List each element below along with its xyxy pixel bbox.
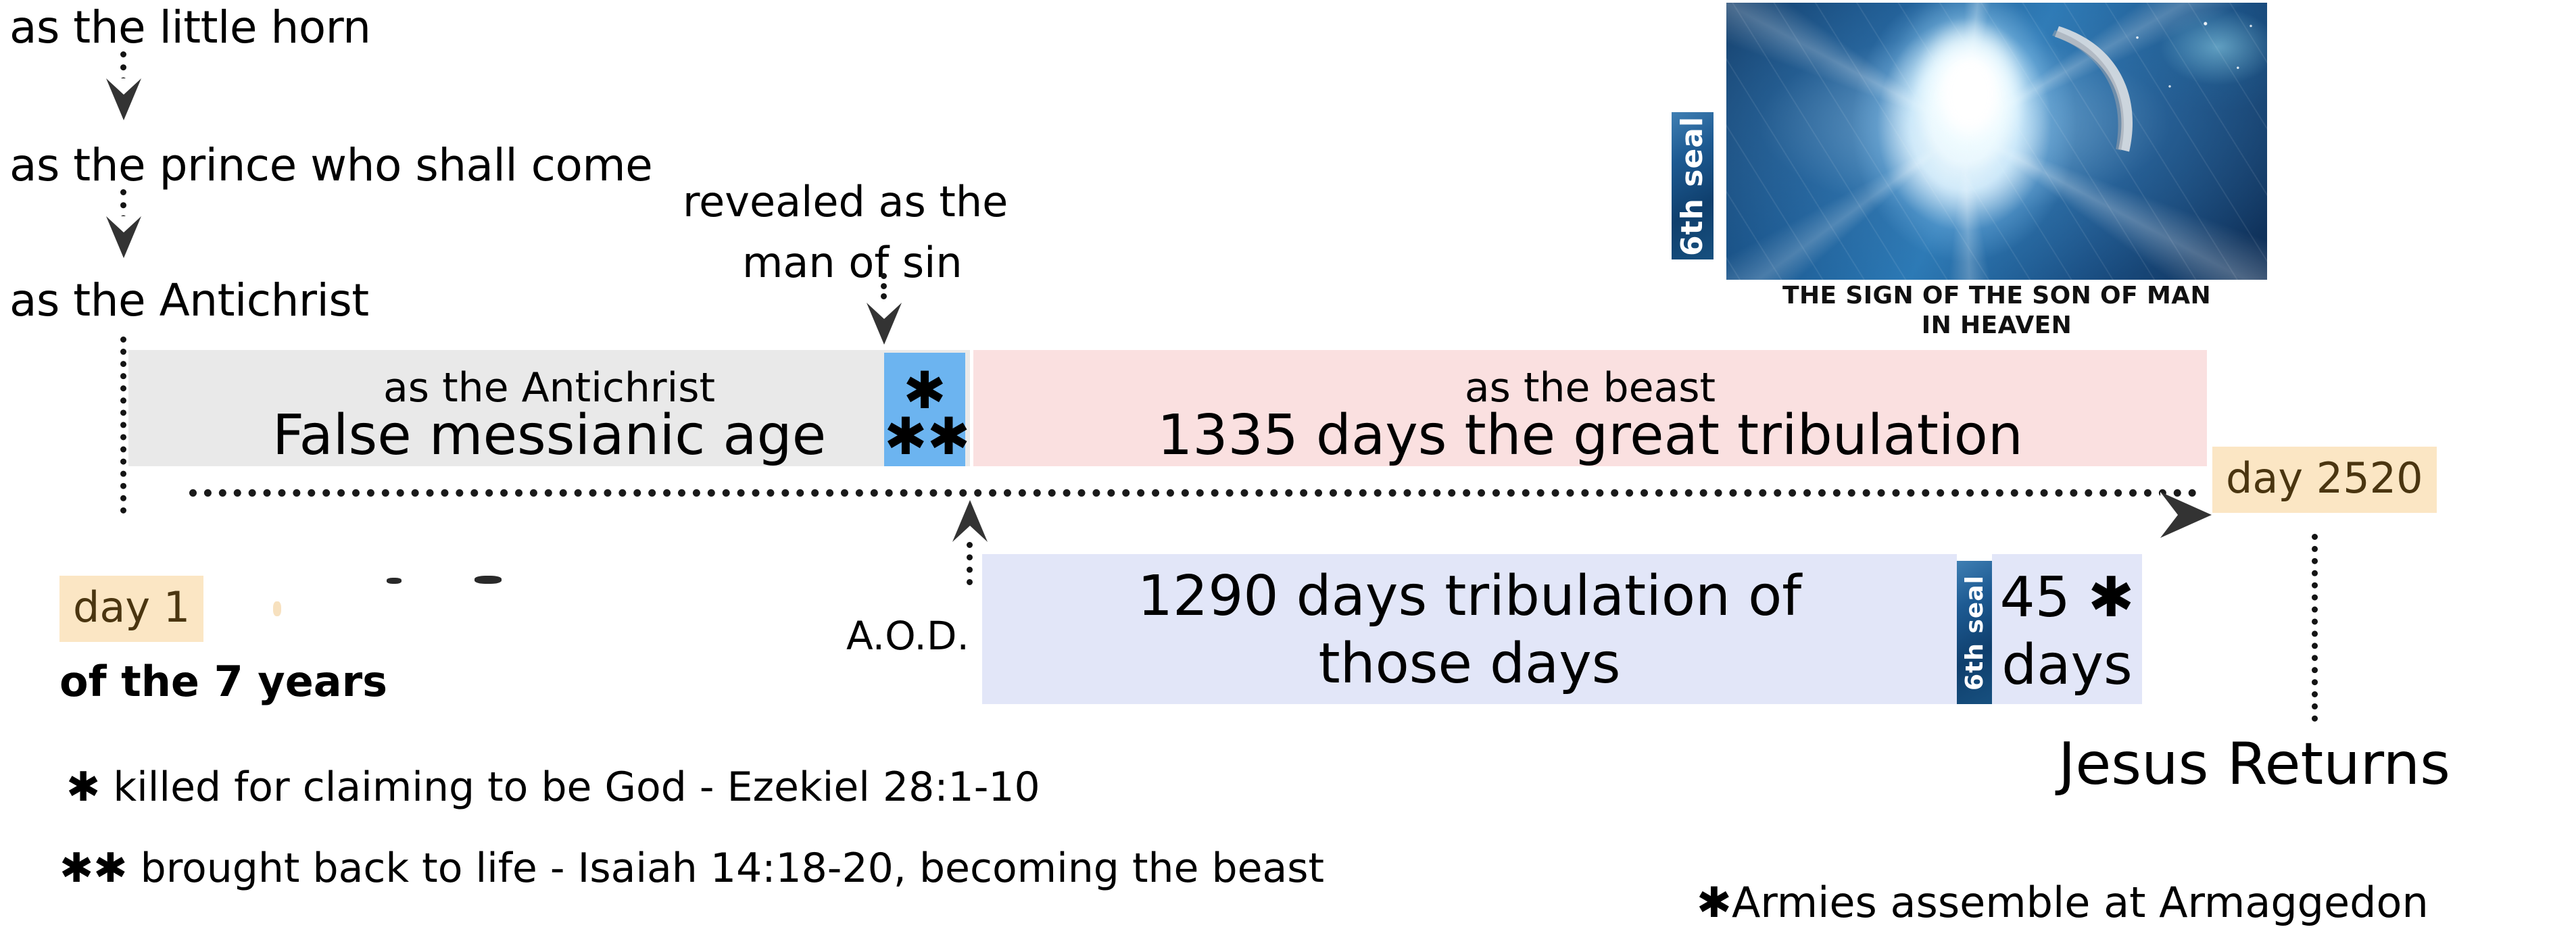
segment-great-tribulation-sublabel: as the beast (1464, 364, 1716, 412)
scan-artifact-2 (387, 578, 402, 584)
hero-caption-line2: IN HEAVEN (1921, 311, 2072, 339)
segment-1290-days-line2: those days (1318, 632, 1621, 696)
callout-man-of-sin-line (881, 273, 887, 309)
scan-artifact-3 (475, 576, 502, 584)
jesus-returns-label: Jesus Returns (2058, 730, 2450, 798)
segment-45-days: 45 ✱ days (1992, 554, 2142, 704)
marker-single-asterisk: ✱ (903, 360, 946, 420)
sickle-shape-icon (2040, 20, 2148, 191)
start-day-sublabel: of the 7 years (59, 657, 388, 706)
sign-of-son-of-man-image (1726, 3, 2267, 280)
chain-connector-2-arrow-icon (106, 216, 141, 258)
footnote-single-asterisk: ✱ killed for claiming to be God - Ezekie… (66, 764, 1040, 811)
scan-artifact-1 (273, 601, 281, 616)
segment-45-days-line2: days (2001, 633, 2133, 697)
sixth-seal-badge-timeline-label: 6th seal (1960, 574, 1989, 691)
marker-double-asterisk: ✱✱ (884, 406, 971, 466)
timeline-axis-arrow-icon (2160, 492, 2212, 538)
chain-label-prince: as the prince who shall come (9, 139, 653, 191)
sixth-seal-badge-hero: 6th seal (1672, 112, 1714, 259)
segment-false-messianic-age-sublabel: as the Antichrist (383, 364, 716, 412)
segment-false-messianic-age: as the Antichrist False messianic age (128, 350, 970, 466)
start-marker-vertical-line (120, 337, 126, 514)
segment-death-resurrection-markers: ✱ ✱✱ (884, 353, 971, 466)
chain-label-antichrist: as the Antichrist (9, 274, 369, 326)
segment-great-tribulation: as the beast 1335 days the great tribula… (973, 350, 2207, 466)
callout-man-of-sin-arrow-icon (867, 303, 902, 345)
aod-setup-vertical-line (967, 542, 973, 585)
end-day-tag: day 2520 (2212, 447, 2437, 513)
starfield-decoration (2105, 3, 2267, 120)
timeline-axis-dotted-line (189, 489, 2197, 497)
hero-caption-line1: THE SIGN OF THE SON OF MAN (1782, 282, 2212, 309)
light-burst-decoration (1889, 3, 2051, 203)
armageddon-note: ✱Armies assemble at Armaggedon (1697, 878, 2429, 927)
segment-45-days-line1: 45 ✱ (1999, 566, 2135, 630)
sixth-seal-badge-hero-label: 6th seal (1675, 116, 1710, 256)
start-day-tag: day 1 (59, 576, 204, 642)
footnote-double-asterisk: ✱✱ brought back to life - Isaiah 14:18-2… (59, 845, 1325, 892)
aod-setup-arrow-icon (952, 500, 988, 542)
callout-man-of-sin-line2: man of sin (742, 238, 963, 287)
segment-false-messianic-age-label: False messianic age (272, 403, 827, 468)
segment-great-tribulation-label: 1335 days the great tribulation (1157, 403, 2023, 468)
segment-1290-days-line1: 1290 days tribulation of (1137, 564, 1802, 628)
segment-1290-days: 1290 days tribulation of those days (982, 554, 1957, 704)
sixth-seal-badge-timeline: 6th seal (1957, 561, 1992, 704)
jesus-returns-vertical-line (2312, 534, 2318, 722)
callout-man-of-sin-line1: revealed as the (683, 177, 1008, 226)
chain-connector-1-arrow-icon (106, 78, 141, 120)
hero-caption: THE SIGN OF THE SON OF MAN IN HEAVEN (1726, 281, 2267, 341)
chain-label-little-horn: as the little horn (9, 1, 371, 53)
